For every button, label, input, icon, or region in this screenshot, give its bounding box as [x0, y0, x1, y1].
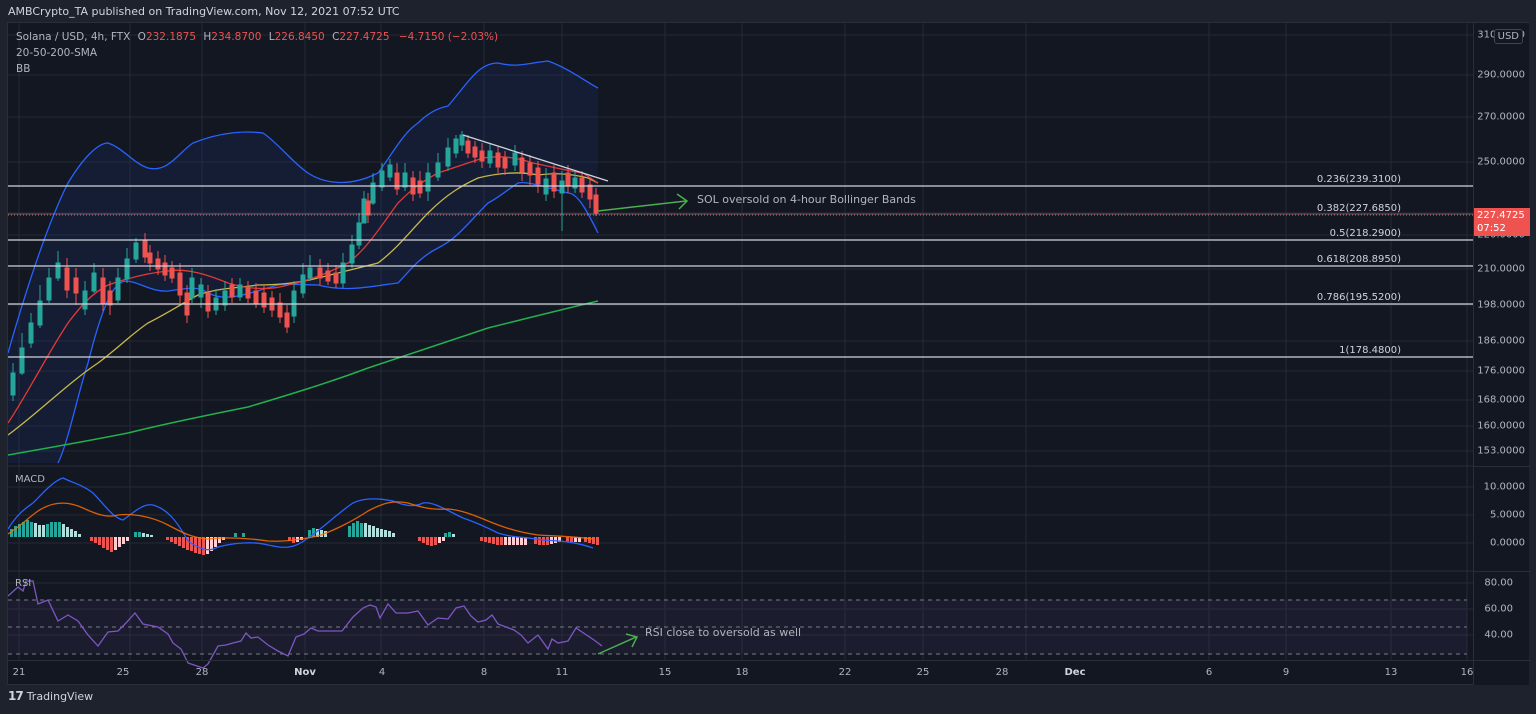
fib-label-1: 1(178.4800)	[1339, 345, 1401, 356]
ohlc-row: Solana / USD, 4h, FTX O232.1875 H234.870…	[16, 31, 499, 43]
trendline	[462, 134, 609, 182]
macd-pane-label[interactable]: MACD	[15, 474, 45, 485]
y-tick: 168.0000	[1477, 394, 1525, 406]
x-tick: 28	[195, 667, 209, 678]
rsi-line	[7, 580, 603, 669]
chart-legend: Solana / USD, 4h, FTX O232.1875 H234.870…	[16, 29, 498, 77]
x-tick: 28	[995, 667, 1009, 678]
rsi-y-tick: 80.00	[1484, 577, 1513, 589]
symbol-label[interactable]: Solana / USD, 4h, FTX	[16, 31, 131, 43]
fib-label-0382: 0.382(227.6850)	[1316, 203, 1401, 214]
currency-badge[interactable]: USD	[1493, 29, 1523, 44]
fib-label-0236: 0.236(239.3100)	[1316, 174, 1401, 185]
macd-y-tick: 0.0000	[1490, 537, 1525, 549]
fib-label-05: 0.5(218.2900)	[1329, 228, 1401, 239]
bb-annotation-text: SOL oversold on 4-hour Bollinger Bands	[697, 193, 916, 206]
y-tick: 270.0000	[1477, 111, 1525, 123]
chart-frame: Solana / USD, 4h, FTX O232.1875 H234.870…	[7, 22, 1530, 685]
y-tick: 210.0000	[1477, 263, 1525, 275]
change-value: −4.7150 (−2.03%)	[398, 31, 499, 43]
horizontal-gridlines	[8, 34, 1473, 636]
y-tick: 176.0000	[1477, 365, 1525, 377]
bollinger-upper	[7, 60, 599, 354]
rsi-annotation-text: RSI close to oversold as well	[645, 626, 802, 639]
x-tick: 8	[480, 667, 488, 678]
x-tick: 25	[916, 667, 930, 678]
rsi-y-tick: 60.00	[1484, 603, 1513, 615]
bb-annotation-arrow	[597, 193, 689, 212]
high-value: 234.8700	[211, 31, 262, 43]
fibonacci-lines	[8, 185, 1473, 358]
x-tick: 15	[658, 667, 672, 678]
x-tick: 11	[555, 667, 569, 678]
x-tick: 9	[1282, 667, 1290, 678]
x-tick: 6	[1205, 667, 1213, 678]
plot-area[interactable]: Solana / USD, 4h, FTX O232.1875 H234.870…	[7, 23, 1473, 685]
indicator-bb[interactable]: BB	[16, 63, 31, 75]
tradingview-brand: TradingView	[26, 689, 94, 703]
macd-line	[7, 477, 594, 551]
publisher-line: AMBCrypto_TA published on TradingView.co…	[8, 5, 400, 18]
bollinger-fill	[8, 61, 598, 463]
x-tick: 16	[1460, 667, 1474, 678]
rsi-band-lines	[8, 599, 1467, 655]
fib-label-0786: 0.786(195.5200)	[1316, 292, 1401, 303]
x-tick: 4	[378, 667, 386, 678]
rsi-y-tick: 40.00	[1484, 629, 1513, 641]
bar-countdown: 07:52	[1477, 223, 1506, 234]
x-tick: Nov	[294, 667, 316, 678]
rsi-annotation-arrow	[597, 633, 639, 655]
fib-label-0618: 0.618(208.8950)	[1316, 254, 1401, 265]
tradingview-logo-icon: 17	[8, 689, 24, 703]
time-axis[interactable]: 21 25 28 Nov 4 8 11 15 18 22 25 28 Dec 6…	[8, 660, 1473, 685]
chart-canvas	[7, 23, 1473, 669]
x-tick: 21	[12, 667, 26, 678]
low-value: 226.8450	[274, 31, 325, 43]
y-tick: 250.0000	[1477, 156, 1525, 168]
open-value: 232.1875	[145, 31, 197, 43]
current-price-tag: 227.4725 07:52	[1474, 208, 1530, 236]
x-tick: 22	[838, 667, 852, 678]
rsi-pane-label[interactable]: RSI	[15, 578, 32, 589]
macd-y-tick: 5.0000	[1490, 509, 1525, 521]
y-tick: 186.0000	[1477, 335, 1525, 347]
y-tick: 290.0000	[1477, 69, 1525, 81]
y-tick: 160.0000	[1477, 420, 1525, 432]
x-tick: Dec	[1064, 667, 1086, 678]
x-tick: 18	[735, 667, 749, 678]
indicator-sma[interactable]: 20-50-200-SMA	[16, 47, 98, 59]
x-tick: 13	[1384, 667, 1398, 678]
sma200-line	[7, 300, 599, 456]
price-axis[interactable]: 310.0000 USD 290.0000 270.0000 250.0000 …	[1473, 23, 1530, 685]
tradingview-logo[interactable]: 17 TradingView	[8, 689, 93, 703]
current-price-value: 227.4725	[1477, 210, 1525, 221]
close-value: 227.4725	[339, 31, 390, 43]
macd-y-tick: 10.0000	[1483, 481, 1525, 493]
macd-signal-line	[7, 501, 594, 542]
y-tick: 198.0000	[1477, 299, 1525, 311]
y-tick: 153.0000	[1477, 445, 1525, 457]
x-tick: 25	[116, 667, 130, 678]
